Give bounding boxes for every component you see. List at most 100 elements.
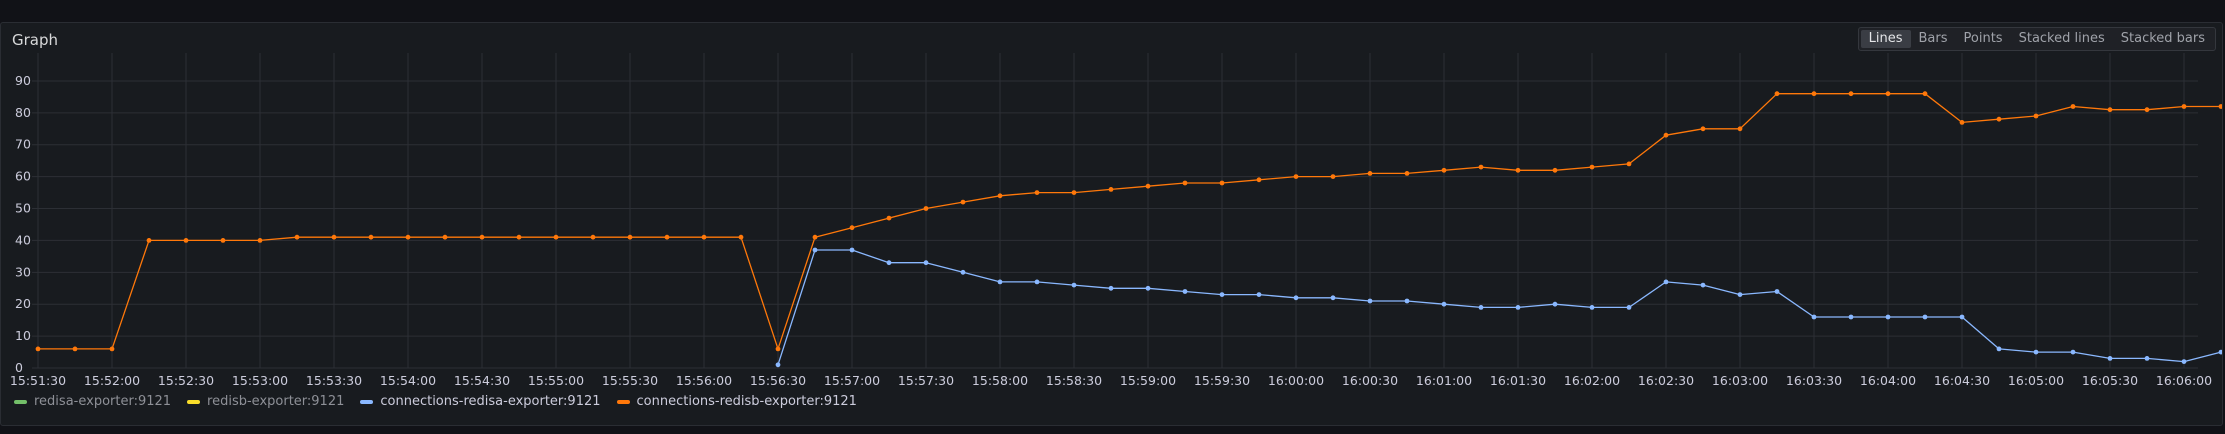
graph-panel: Graph Lines Bars Points Stacked lines St… [0,22,2223,426]
data-point [146,238,152,243]
data-point [1145,285,1151,291]
data-point [331,234,337,240]
data-point [1515,167,1521,173]
data-point [1404,298,1410,304]
x-tick-label: 16:06:00 [2156,373,2212,388]
data-point [1848,91,1854,97]
x-tick-label: 15:57:30 [898,373,954,388]
y-tick-label: 70 [15,137,31,152]
data-point [1811,314,1817,320]
x-tick-label: 16:03:00 [1712,373,1768,388]
data-point [1552,167,1558,173]
y-tick-label: 90 [15,73,31,88]
viz-option-points[interactable]: Points [1963,31,2003,46]
legend-item-connections-redisa-exporter[interactable]: connections-redisa-exporter:9121 [360,394,601,409]
data-point [109,346,115,352]
time-series-chart[interactable]: 0 10 20 30 40 50 60 70 80 90 15:51:30 15:52:00 15:52… [1,23,2222,425]
data-point [1071,282,1077,288]
chart-legend: redisa-exporter:9121 redisb-exporter:912… [14,394,857,409]
data-point [1811,91,1817,97]
data-point [368,234,374,240]
legend-swatch [616,399,630,404]
data-point [997,193,1003,199]
data-point [1219,180,1225,186]
data-point [1441,301,1447,307]
data-point [1182,289,1188,294]
x-tick-label: 15:53:00 [232,373,288,388]
x-tick-label: 15:54:30 [454,373,510,388]
data-point [775,362,781,368]
data-point [1293,295,1299,301]
data-point [1182,180,1188,186]
data-point [183,238,189,243]
viz-option-stacked-bars[interactable]: Stacked bars [2120,31,2205,46]
y-tick-label: 30 [15,264,31,279]
x-tick-label: 15:59:30 [1194,373,1250,388]
data-point [1552,301,1558,307]
data-point [2033,113,2039,119]
viz-option-bars[interactable]: Bars [1918,31,1948,46]
panel-title: Graph [12,31,59,49]
data-point [1663,279,1669,285]
legend-label: connections-redisa-exporter:9121 [380,394,601,409]
x-tick-label: 15:57:00 [824,373,880,388]
data-point [1330,174,1336,180]
viz-option-lines[interactable]: Lines [1860,30,1911,48]
data-point [2218,349,2222,355]
data-point [997,279,1003,285]
data-point [960,269,966,275]
data-point [2070,104,2076,109]
data-point [1700,126,1706,132]
data-point [1959,120,1965,125]
y-tick-label: 80 [15,105,31,120]
data-point [1071,190,1077,196]
data-point [923,206,929,211]
legend-item-redisa-exporter[interactable]: redisa-exporter:9121 [14,394,171,409]
x-tick-label: 15:54:00 [380,373,436,388]
data-point [35,346,41,352]
data-point [1219,292,1225,297]
data-point [960,199,966,205]
data-point [479,234,485,240]
data-point [1034,279,1040,285]
data-point [1774,91,1780,97]
data-point [849,247,855,253]
viz-option-stacked-lines[interactable]: Stacked lines [2018,31,2105,46]
x-tick-label: 16:00:00 [1268,373,1324,388]
series-line [777,249,2222,365]
data-point [1367,298,1373,304]
data-point [1367,171,1373,176]
legend-swatch [14,399,27,404]
y-tick-label: 50 [15,201,31,216]
data-point [701,234,707,240]
legend-item-redisb-exporter[interactable]: redisb-exporter:9121 [187,394,344,409]
data-point [812,247,818,253]
x-tick-label: 16:01:00 [1416,373,1472,388]
data-point [1737,126,1743,132]
x-tick-label: 16:05:00 [2008,373,2064,388]
data-point [1885,314,1891,320]
data-point [1589,164,1595,170]
series-line [38,93,2222,350]
x-tick-label: 15:56:00 [676,373,732,388]
x-tick-label: 15:52:30 [158,373,214,388]
legend-item-connections-redisb-exporter[interactable]: connections-redisb-exporter:9121 [616,394,857,409]
data-point [1293,174,1299,180]
data-point [1626,305,1632,310]
data-point [1478,164,1484,170]
data-point [923,260,929,266]
data-point [1515,305,1521,310]
data-point [2218,104,2222,109]
legend-label: redisa-exporter:9121 [34,394,172,409]
data-point [1737,292,1743,297]
data-point [1848,314,1854,320]
data-point [257,238,263,243]
x-tick-label: 16:03:30 [1786,373,1842,388]
legend-label: redisb-exporter:9121 [207,394,345,409]
data-point [1441,167,1447,173]
data-point [72,346,78,352]
data-point [294,234,300,240]
data-point [2181,104,2187,109]
data-point [627,234,633,240]
data-point [2070,349,2076,355]
